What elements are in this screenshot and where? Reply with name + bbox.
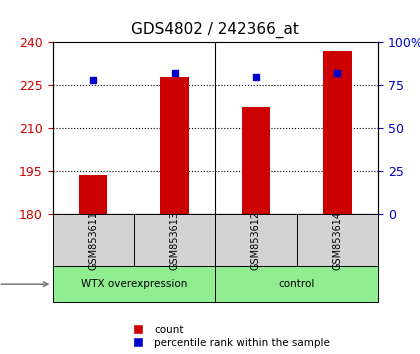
FancyBboxPatch shape <box>134 214 215 267</box>
FancyBboxPatch shape <box>215 267 378 302</box>
Text: genotype/variation: genotype/variation <box>0 279 48 289</box>
FancyBboxPatch shape <box>52 267 215 302</box>
FancyBboxPatch shape <box>215 214 297 267</box>
FancyBboxPatch shape <box>297 214 378 267</box>
Text: GSM853612: GSM853612 <box>251 211 261 270</box>
Title: GDS4802 / 242366_at: GDS4802 / 242366_at <box>131 22 299 38</box>
FancyBboxPatch shape <box>52 214 134 267</box>
Text: GSM853614: GSM853614 <box>332 211 342 270</box>
Bar <box>160 77 189 214</box>
Text: control: control <box>278 279 315 289</box>
Bar <box>79 175 108 214</box>
Bar <box>241 107 270 214</box>
Text: GSM853611: GSM853611 <box>88 211 98 270</box>
Legend: count, percentile rank within the sample: count, percentile rank within the sample <box>124 321 334 352</box>
Bar <box>323 51 352 214</box>
Text: WTX overexpression: WTX overexpression <box>81 279 187 289</box>
Text: GSM853613: GSM853613 <box>170 211 180 270</box>
